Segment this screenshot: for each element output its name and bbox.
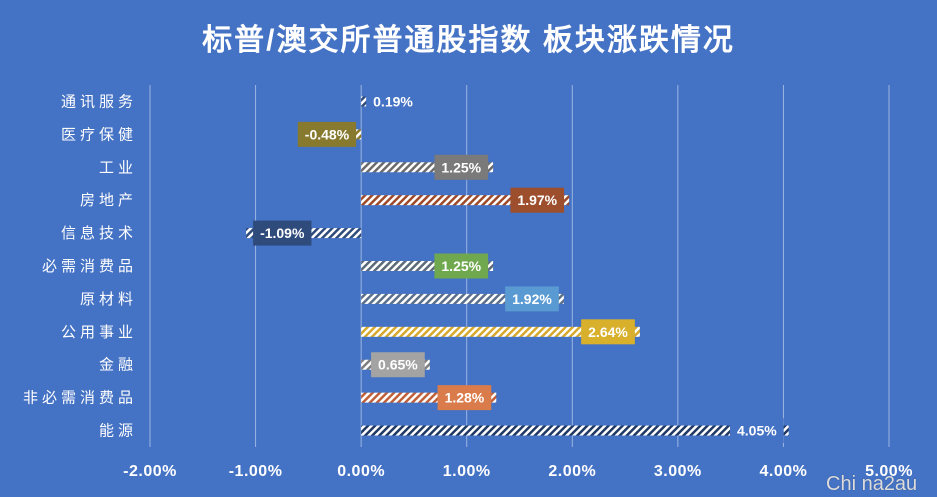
bar <box>361 425 789 436</box>
category-label: 工业 <box>99 159 137 176</box>
category-label: 非必需消费品 <box>23 390 137 407</box>
bars <box>246 96 789 436</box>
category-label: 通讯服务 <box>61 93 137 110</box>
data-label: 4.05% <box>737 423 777 439</box>
x-tick-label: -2.00% <box>123 463 177 480</box>
data-label-box <box>434 154 489 180</box>
data-label: 2.64% <box>588 324 628 340</box>
data-label: 0.19% <box>373 93 413 109</box>
category-label: 能源 <box>99 423 137 440</box>
category-label: 金融 <box>99 357 137 374</box>
x-tick-label: 4.00% <box>759 463 807 480</box>
data-label-box <box>437 385 492 411</box>
x-tick-label: 0.00% <box>337 463 385 480</box>
data-label: 1.28% <box>445 390 485 406</box>
data-label-box <box>253 220 312 246</box>
data-label: 1.25% <box>441 258 481 274</box>
data-label: -1.09% <box>260 225 305 241</box>
data-label-box <box>510 187 565 213</box>
x-tick-label: 5.00% <box>865 463 913 480</box>
watermark: Chi na2au <box>826 473 918 495</box>
data-label-box <box>297 121 357 147</box>
x-tick-label: 2.00% <box>548 463 596 480</box>
data-label: -0.48% <box>305 126 350 142</box>
bar <box>361 293 564 304</box>
bar <box>361 326 640 337</box>
data-label: 1.92% <box>512 291 552 307</box>
data-label-box <box>366 88 420 114</box>
bar <box>361 392 497 403</box>
data-label-box <box>581 319 635 345</box>
data-label: 0.65% <box>378 357 418 373</box>
category-label: 公用事业 <box>61 324 137 341</box>
data-label: 1.25% <box>441 159 481 175</box>
data-label-box <box>505 286 559 312</box>
axes: -2.00% -1.00% 0.00% 1.00% 2.00% 3.00% 4.00% 5.0… <box>23 93 913 480</box>
bar <box>361 261 494 271</box>
chart-title: 标普/澳交所普通股指数 板块涨跌情况 <box>202 24 735 57</box>
bar <box>361 195 570 206</box>
data-label: 1.97% <box>517 192 557 208</box>
x-tick-label: -1.00% <box>229 463 283 480</box>
category-label: 信息技术 <box>61 225 137 242</box>
category-label: 医疗保健 <box>61 126 137 143</box>
bar <box>361 162 494 173</box>
category-label: 房地产 <box>80 192 137 209</box>
data-labels: 0.19% -0.48% 1.25% 1.97% -1.09% 1.25% 1.92% 2.6… <box>253 88 784 444</box>
x-tick-label: 3.00% <box>654 463 702 480</box>
category-label: 原材料 <box>80 291 137 308</box>
x-tick-label: 1.00% <box>443 463 491 480</box>
data-label-box <box>730 418 784 444</box>
category-label: 必需消费品 <box>42 258 137 275</box>
data-label-box <box>371 352 425 378</box>
gridlines <box>149 85 890 447</box>
data-label-box <box>434 253 489 279</box>
